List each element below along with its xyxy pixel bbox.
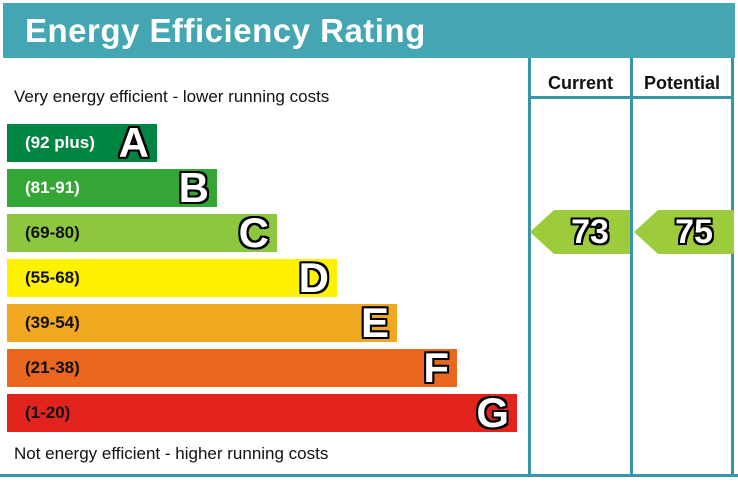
rating-bands: (92 plus) A (81-91) B (69-80) C (55-68) D (39-54… xyxy=(7,119,528,436)
band-range-label: (81-91) xyxy=(25,178,80,197)
current-rating-arrow: 73 xyxy=(530,210,630,254)
bottom-note: Not energy efficient - higher running co… xyxy=(14,444,329,463)
band-range-label: (21-38) xyxy=(25,358,80,377)
band-letter: D xyxy=(298,254,329,301)
page-title: Energy Efficiency Rating xyxy=(25,11,426,49)
potential-rating-arrow: 75 xyxy=(634,210,734,254)
band-g: (1-20) G xyxy=(7,389,517,436)
header-underline xyxy=(528,96,734,99)
column-header-potential: Potential xyxy=(643,72,720,93)
frame-bottom-border xyxy=(0,474,738,477)
band-letter: E xyxy=(360,299,389,346)
column-header-current: Current xyxy=(547,72,613,93)
frame-right-border xyxy=(731,58,734,474)
band-range-label: (39-54) xyxy=(25,313,80,332)
band-range-label: (92 plus) xyxy=(25,133,95,152)
band-f: (21-38) F xyxy=(7,344,457,391)
band-b: (81-91) B xyxy=(7,164,217,211)
column-divider-middle xyxy=(630,58,633,474)
band-c: (69-80) C xyxy=(7,209,277,256)
column-divider-left xyxy=(528,58,531,474)
band-letter: F xyxy=(423,344,449,391)
band-d: (55-68) D xyxy=(7,254,337,301)
band-letter: A xyxy=(118,119,149,166)
band-range-label: (1-20) xyxy=(25,403,71,422)
band-letter: C xyxy=(238,209,269,256)
band-letter: G xyxy=(476,389,509,436)
top-note: Very energy efficient - lower running co… xyxy=(14,87,330,106)
band-e: (39-54) E xyxy=(7,299,397,346)
band-range-label: (55-68) xyxy=(25,268,80,287)
band-range-label: (69-80) xyxy=(25,223,80,242)
band-a: (92 plus) A xyxy=(7,119,157,166)
potential-rating-value: 75 xyxy=(675,213,713,251)
band-letter: B xyxy=(178,164,209,211)
title-bar: Energy Efficiency Rating xyxy=(3,3,735,58)
current-rating-value: 73 xyxy=(571,213,609,251)
